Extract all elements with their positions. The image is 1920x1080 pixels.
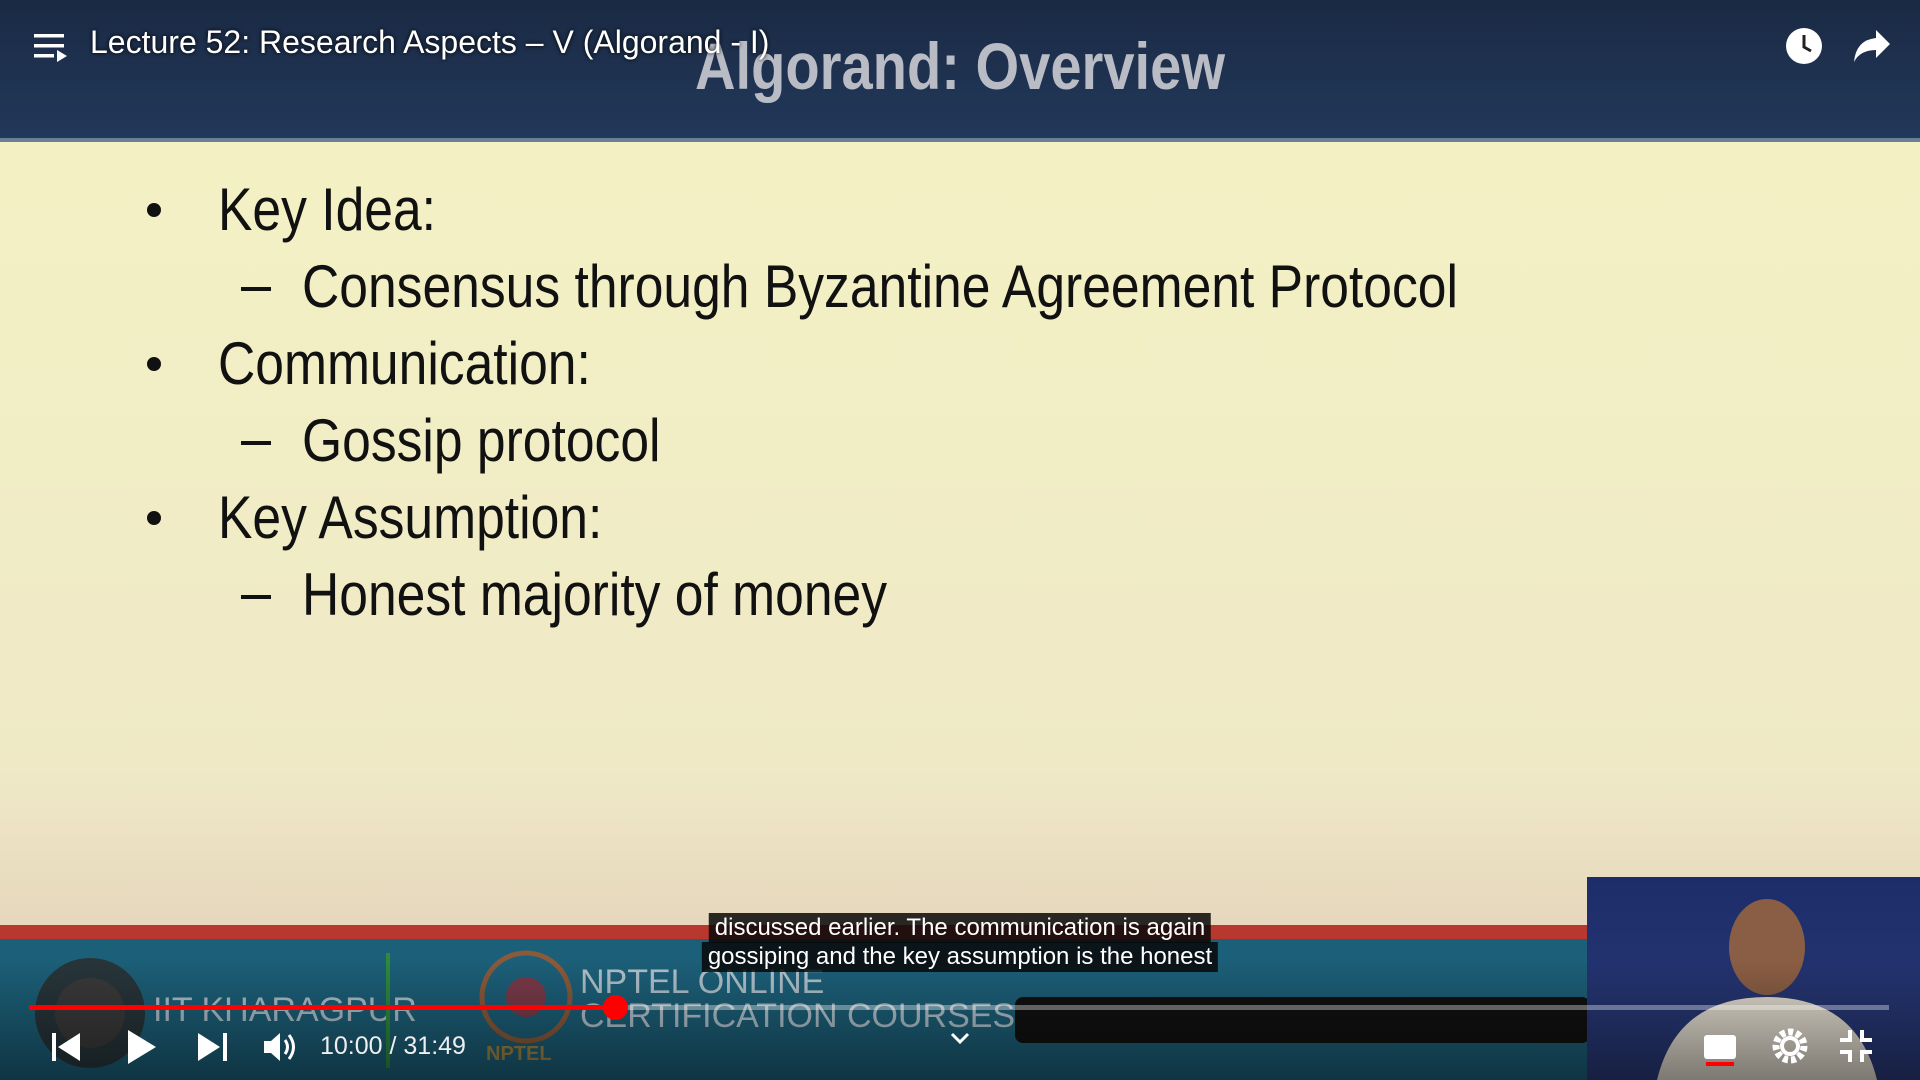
volume-button[interactable] bbox=[262, 1031, 298, 1066]
previous-button[interactable] bbox=[52, 1033, 82, 1064]
progress-scrubber[interactable] bbox=[603, 995, 628, 1020]
caption-line: discussed earlier. The communication is … bbox=[708, 913, 1212, 943]
sub-bullet-dash bbox=[241, 595, 271, 599]
sub-bullet-text: Consensus through Byzantine Agreement Pr… bbox=[302, 253, 1458, 320]
sub-bullet-dash bbox=[241, 441, 271, 445]
watch-later-button[interactable] bbox=[1784, 26, 1824, 69]
sub-bullet-dash bbox=[241, 287, 271, 291]
iit-logo bbox=[35, 958, 145, 1068]
divider bbox=[386, 953, 390, 1068]
bullet-text: Key Assumption: bbox=[218, 484, 603, 551]
next-button[interactable] bbox=[198, 1033, 228, 1064]
program-line: CERTIFICATION COURSES bbox=[580, 997, 1015, 1036]
settings-button[interactable] bbox=[1772, 1028, 1808, 1067]
share-button[interactable] bbox=[1852, 28, 1892, 67]
sub-bullet-text: Honest majority of money bbox=[302, 561, 888, 628]
annotation-toolbar bbox=[1015, 997, 1590, 1043]
chapter-toggle[interactable] bbox=[950, 1032, 970, 1049]
slide-footer: IIT KHARAGPUR NPTEL NPTEL ONLINE CERTIFI… bbox=[0, 939, 1590, 1080]
slide-body bbox=[0, 142, 1920, 927]
playlist-button[interactable] bbox=[34, 32, 68, 65]
bullet-text: Key Idea: bbox=[218, 176, 437, 243]
sub-bullet-text: Gossip protocol bbox=[302, 407, 661, 474]
slide-header bbox=[0, 0, 1920, 142]
presenter-video bbox=[1587, 877, 1920, 1080]
slide-title: Algorand: Overview bbox=[695, 29, 1225, 103]
bullet-text: Communication: bbox=[218, 330, 591, 397]
nptel-label: NPTEL bbox=[486, 1043, 552, 1066]
progress-track[interactable] bbox=[29, 1005, 1889, 1010]
exit-fullscreen-button[interactable] bbox=[1840, 1030, 1872, 1065]
controls-shade bbox=[0, 960, 1920, 1080]
bullet-dot bbox=[147, 357, 161, 371]
bullet-dot bbox=[147, 203, 161, 217]
caption-line: gossiping and the key assumption is the … bbox=[701, 942, 1219, 972]
progress-played bbox=[29, 1005, 615, 1010]
time-display: 10:00 / 31:49 bbox=[320, 1032, 466, 1060]
captions-button[interactable] bbox=[1703, 1032, 1737, 1069]
institute-name: IIT KHARAGPUR bbox=[153, 991, 417, 1030]
play-button[interactable] bbox=[126, 1030, 156, 1067]
video-title: Lecture 52: Research Aspects – V (Algora… bbox=[90, 24, 770, 60]
bullet-dot bbox=[147, 511, 161, 525]
presenter bbox=[1657, 899, 1877, 1080]
